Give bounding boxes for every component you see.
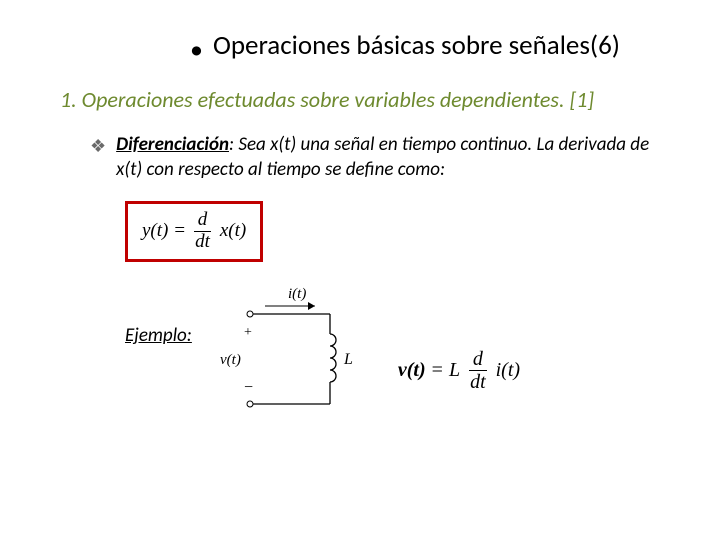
example-row: Ejemplo: i(t) L +	[125, 286, 670, 426]
bullet-text: Diferenciación: Sea x(t) una señal en ti…	[116, 132, 650, 183]
example-formula: v(t) = L d dt i(t)	[398, 348, 520, 393]
formula-eq: =	[174, 220, 185, 242]
ex-L: L	[449, 359, 460, 382]
bullet-label: Diferenciación	[116, 133, 229, 156]
slide-title: Operaciones básicas sobre señales(6)	[213, 30, 620, 63]
minus-label: −	[244, 379, 253, 396]
main-formula: y(t) = d dt x(t)	[142, 210, 246, 253]
it-label: i(t)	[288, 286, 306, 302]
bullet-item: ❖ Diferenciación: Sea x(t) una señal en …	[90, 132, 650, 183]
fraction-den: dt	[191, 232, 214, 253]
section-heading: 1. Operaciones efectuadas sobre variable…	[60, 87, 670, 113]
example-label: Ejemplo:	[125, 324, 192, 347]
fraction-num: d	[194, 210, 212, 232]
slide-container: • Operaciones básicas sobre señales(6) 1…	[0, 0, 720, 540]
L-label: L	[343, 351, 353, 368]
ex-eq: =	[432, 359, 443, 382]
ex-lhs: v(t)	[398, 359, 426, 382]
circuit-svg: i(t) L + v(t) −	[220, 286, 370, 426]
circuit-diagram: i(t) L + v(t) −	[220, 286, 370, 426]
main-formula-box: y(t) = d dt x(t)	[125, 201, 263, 262]
diamond-icon: ❖	[90, 134, 106, 158]
ex-frac-den: dt	[466, 371, 490, 393]
ex-rhs: i(t)	[496, 359, 520, 382]
plus-label: +	[244, 325, 252, 340]
vt-label: v(t)	[220, 352, 241, 368]
formula-lhs: y(t)	[142, 220, 168, 242]
formula-fraction: d dt	[191, 210, 214, 253]
ex-fraction: d dt	[466, 348, 490, 393]
bullet-dot-icon: •	[190, 34, 203, 65]
slide-title-row: • Operaciones básicas sobre señales(6)	[190, 30, 670, 65]
ex-frac-num: d	[469, 348, 487, 371]
formula-rhs: x(t)	[220, 220, 246, 242]
